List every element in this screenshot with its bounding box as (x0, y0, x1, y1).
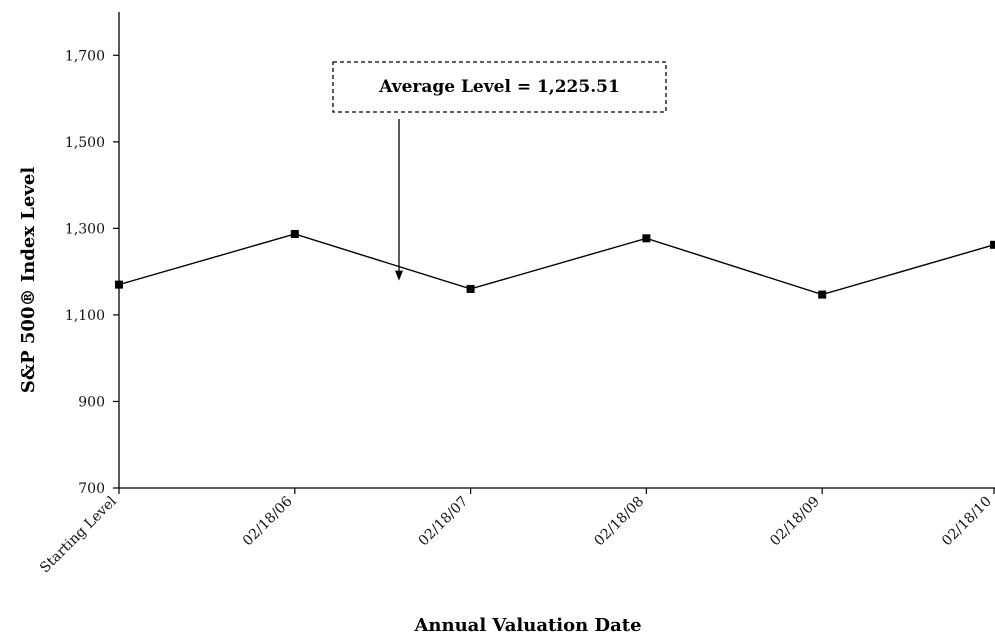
annotation-box (332, 61, 667, 113)
y-tick-label: 700 (78, 481, 105, 497)
annotation-label: Average Level = 1,225.51 (378, 77, 620, 97)
annotation-arrow-head (395, 270, 403, 281)
y-tick-label: 1,500 (65, 135, 105, 151)
data-point-marker (290, 229, 299, 238)
x-tick-label: 02/18/06 (240, 493, 296, 549)
x-tick-label: 02/18/07 (416, 494, 472, 550)
average-annotation: Average Level = 1,225.51 (332, 61, 667, 281)
data-point-marker (115, 280, 123, 289)
x-tick-label: 02/18/10 (939, 494, 995, 550)
y-axis: 700 900 1,100 1,300 1,500 1,700 (65, 12, 120, 497)
data-point-marker (990, 240, 995, 249)
data-point-marker (466, 284, 475, 293)
x-tick-label: Starting Level (37, 493, 120, 576)
y-tick-label: 1,700 (65, 48, 105, 64)
x-axis: Starting Level 02/18/06 02/18/07 02/18/08 02… (37, 487, 995, 576)
y-tick-label: 1,100 (65, 308, 105, 324)
y-tick-label: 1,300 (65, 221, 105, 237)
data-point-marker (642, 234, 651, 243)
x-tick-label: 02/18/09 (767, 494, 823, 550)
x-axis-title: Annual Valuation Date (413, 615, 641, 636)
data-point-marker (818, 290, 827, 299)
x-tick-label: 02/18/08 (591, 494, 647, 550)
series-line (115, 229, 995, 299)
y-tick-label: 900 (78, 394, 105, 410)
series-polyline (118, 233, 995, 296)
y-axis-title: S&P 500® Index Level (18, 167, 39, 393)
